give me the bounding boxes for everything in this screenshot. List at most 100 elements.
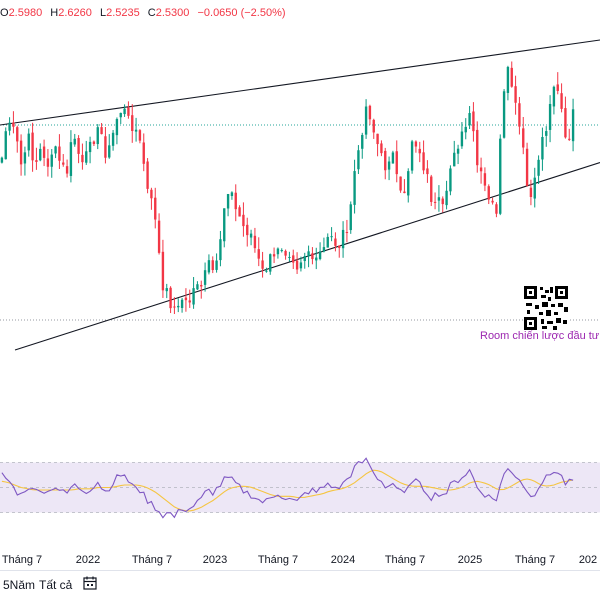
calendar-icon[interactable] — [82, 575, 98, 594]
x-tick-label: 2025 — [458, 554, 482, 566]
candle — [50, 149, 53, 178]
candle — [54, 145, 57, 159]
candle — [571, 98, 575, 152]
candle — [545, 126, 548, 147]
candle — [541, 127, 544, 171]
candle — [200, 280, 203, 299]
candle — [100, 122, 103, 135]
candle — [111, 130, 115, 151]
candle — [299, 256, 303, 272]
candle — [269, 253, 272, 275]
candle — [407, 168, 410, 203]
candle — [92, 140, 96, 147]
candle — [326, 233, 329, 248]
candle — [410, 139, 414, 174]
room-annotation: Room chiến lược đầu tư hà — [480, 330, 600, 342]
candle — [307, 245, 310, 268]
change-value: −0.0650 (−2.50%) — [197, 7, 286, 19]
candle — [146, 158, 149, 194]
x-axis: Tháng 7 2022 Tháng 7 2023 Tháng 7 2024 Tháng 7… — [2, 554, 597, 566]
candle — [249, 229, 253, 246]
candle — [564, 96, 567, 139]
candle — [414, 140, 418, 153]
candle — [161, 239, 165, 298]
candle — [150, 187, 153, 210]
candle — [39, 143, 42, 162]
range-toolbar: 5Năm Tất cả — [0, 572, 600, 600]
candle — [62, 154, 65, 167]
high-label: H — [50, 7, 59, 19]
candle — [104, 126, 107, 164]
candle — [384, 147, 387, 180]
candle — [154, 187, 157, 229]
candle — [165, 283, 168, 299]
open-value: 2.5980 — [8, 7, 43, 19]
candle — [4, 127, 7, 160]
candle — [119, 112, 122, 124]
candle — [552, 85, 556, 115]
candle — [399, 176, 402, 193]
candle — [196, 281, 199, 291]
candle — [338, 245, 341, 258]
candle — [487, 184, 490, 205]
close-value: 2.5300 — [155, 7, 190, 19]
candle — [349, 201, 352, 234]
candle — [522, 116, 525, 155]
candle — [203, 262, 207, 292]
channel-upper-line — [0, 39, 600, 126]
candle — [330, 227, 333, 242]
candle — [364, 99, 368, 139]
candle — [230, 191, 234, 200]
toolbar-divider — [0, 570, 600, 571]
candle — [315, 247, 318, 270]
candle — [257, 237, 260, 267]
ohlc-legend: O2.5980 H2.6260 L2.5235 C2.5300 −0.0650 … — [0, 7, 291, 19]
candle — [157, 213, 161, 255]
candle — [73, 133, 76, 147]
rsi-line — [1, 457, 574, 519]
candle — [430, 174, 433, 207]
candle — [234, 184, 237, 222]
candle — [433, 192, 437, 210]
candle — [253, 227, 257, 253]
candle — [242, 202, 245, 237]
candle — [81, 143, 84, 170]
candle — [387, 156, 391, 181]
candle — [426, 160, 429, 183]
candle — [560, 83, 563, 113]
candle — [8, 117, 11, 136]
range-5y-button[interactable]: 5Năm — [3, 578, 36, 592]
candle — [418, 141, 421, 163]
main-price-pane — [0, 39, 600, 351]
candle — [464, 118, 467, 140]
candle — [537, 155, 540, 185]
candle — [357, 145, 360, 175]
candle — [445, 180, 448, 210]
candle — [476, 121, 479, 173]
candle — [510, 61, 513, 88]
low-label: L — [99, 7, 107, 19]
candle — [65, 159, 69, 178]
x-tick-label: Tháng 7 — [385, 554, 425, 566]
candle — [376, 133, 379, 157]
candle — [345, 219, 349, 243]
candle — [525, 142, 529, 187]
candle — [341, 221, 345, 258]
candle — [223, 208, 226, 248]
candle — [261, 251, 264, 278]
candle — [453, 140, 456, 167]
candle — [226, 193, 230, 217]
candle — [322, 237, 326, 253]
candle — [280, 248, 283, 253]
open-label: O — [0, 7, 9, 19]
candle — [391, 150, 395, 164]
range-all-button[interactable]: Tất cả — [39, 578, 73, 592]
low-value: 2.5235 — [106, 7, 140, 19]
candle — [353, 159, 356, 214]
candle — [85, 140, 88, 165]
rsi-pane — [0, 457, 600, 519]
high-value: 2.6260 — [58, 7, 92, 19]
candle — [368, 104, 372, 125]
candle — [35, 147, 38, 170]
